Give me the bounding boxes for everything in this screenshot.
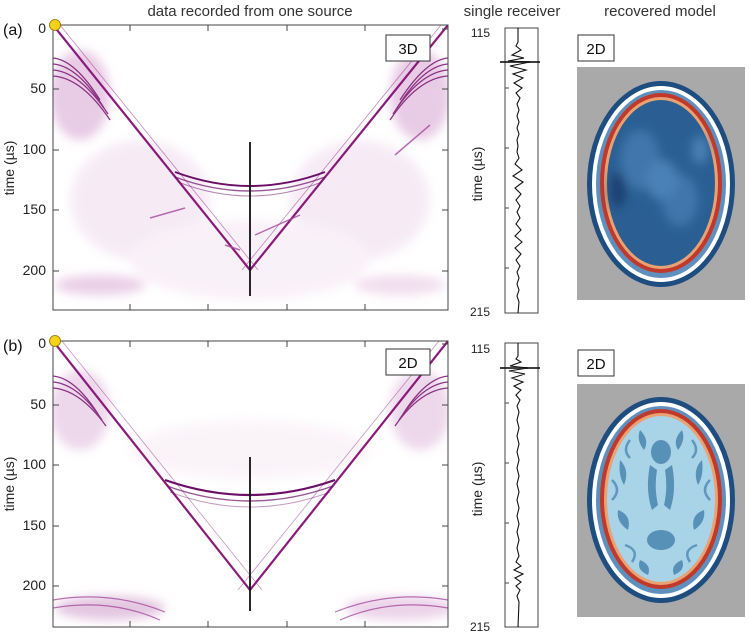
- panel-a-model-badge: 2D: [586, 41, 605, 58]
- panel-b-data-badge-box: [385, 348, 431, 376]
- panel-a-ylabel: time (µs): [1, 141, 17, 196]
- panel-a-receiver-ylabel: time (µs): [469, 147, 485, 202]
- panel-b-ylabel: time (µs): [1, 457, 17, 512]
- panel-a-data-plot: 3D: [49, 19, 449, 311]
- panel-b-tick-100: 100: [23, 456, 47, 472]
- panel-b-tick-200: 200: [23, 577, 47, 593]
- panel-a-recovered-model: [577, 67, 745, 300]
- panel-a-label: (a): [3, 22, 23, 39]
- panel-b-tick-0: 0: [38, 335, 46, 351]
- panel-a-tick-100: 100: [23, 141, 47, 157]
- panel-b-data-plot: 2D: [49, 335, 449, 628]
- panel-b-tick-150: 150: [23, 517, 47, 533]
- panel-b-receiver-tick-top: 115: [471, 342, 490, 356]
- panel-a-receiver-trace: 115 215 time (µs): [469, 26, 540, 319]
- panel-b: (b) time (µs) 0 50 100 150 200: [1, 335, 745, 634]
- panel-a-model-badge-box: [577, 34, 615, 62]
- panel-b-data-badge: 2D: [398, 355, 417, 372]
- panel-b-receiver-ylabel: time (µs): [469, 462, 485, 517]
- panel-b-receiver-tick-bottom: 215: [470, 620, 490, 633]
- panel-a-tick-0: 0: [38, 20, 46, 36]
- panel-a: (a) time (µs) 0 50 100 150 200: [1, 19, 745, 319]
- panel-a-data-badge: 3D: [398, 41, 417, 58]
- panel-a-tick-200: 200: [23, 262, 47, 278]
- panel-a-data-badge-box: [385, 34, 431, 62]
- panel-a-receiver-tick-top: 115: [471, 26, 490, 40]
- panel-b-model-badge-box: [577, 349, 615, 377]
- panel-a-receiver-tick-bottom: 215: [470, 305, 490, 319]
- panel-b-source-marker: [49, 335, 61, 347]
- panel-b-tick-50: 50: [30, 396, 46, 412]
- panel-b-recovered-model: [577, 384, 745, 617]
- panel-b-brain: [607, 416, 715, 582]
- receiver-column-header: single receiver: [464, 3, 561, 20]
- panel-a-source-marker: [49, 19, 61, 31]
- panel-b-label: (b): [3, 338, 23, 355]
- panel-a-tick-50: 50: [30, 80, 46, 96]
- panel-b-model-badge: 2D: [586, 356, 605, 373]
- panel-a-tick-150: 150: [23, 201, 47, 217]
- panel-b-receiver-trace: 115 215 time (µs): [469, 342, 540, 634]
- data-column-header: data recorded from one source: [147, 3, 352, 20]
- model-column-header: recovered model: [604, 3, 716, 20]
